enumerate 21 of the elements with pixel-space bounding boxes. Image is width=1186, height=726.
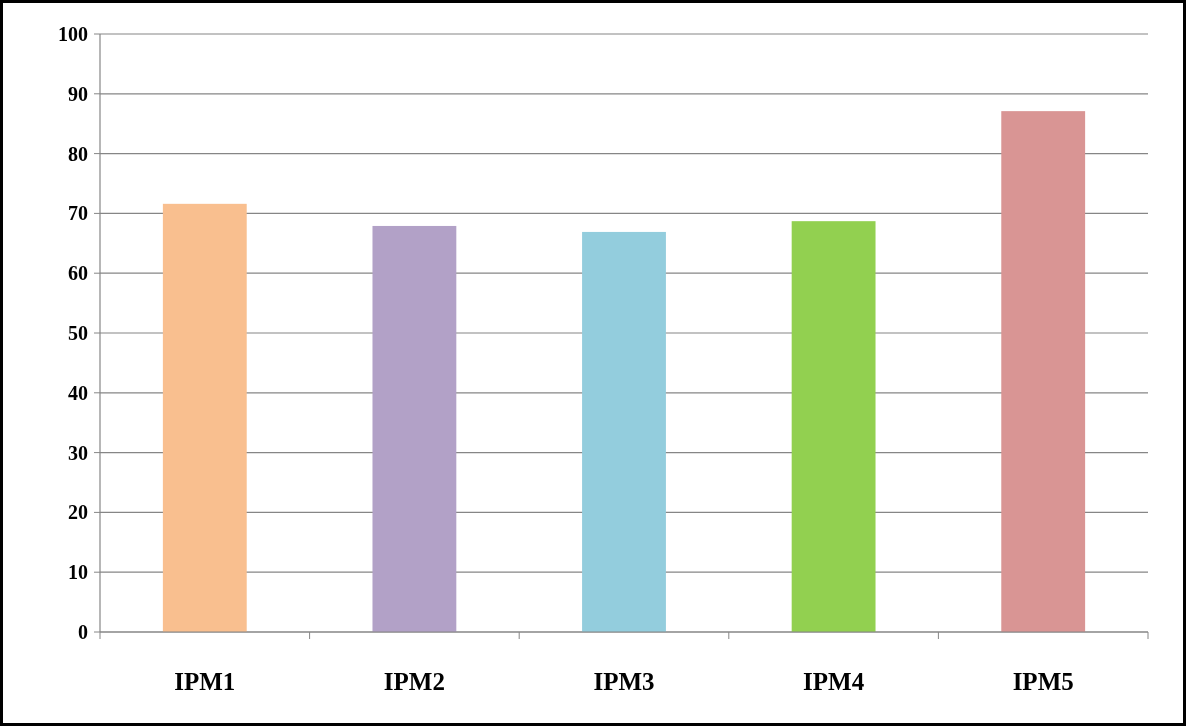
- x-tick-label: IPM1: [174, 668, 236, 695]
- bar: [162, 203, 247, 632]
- y-tick-label: 100: [58, 23, 88, 45]
- y-tick-label: 50: [68, 322, 88, 344]
- y-tick-label: 10: [68, 561, 88, 584]
- x-tick-label: IPM2: [383, 668, 445, 695]
- bar: [791, 221, 876, 632]
- y-tick-label: 60: [68, 262, 88, 285]
- bar: [372, 225, 457, 632]
- x-tick-label: IPM3: [593, 668, 655, 695]
- y-tick-label: 40: [68, 381, 88, 404]
- y-tick-label: 0: [78, 621, 88, 643]
- y-tick-label: 20: [68, 501, 88, 524]
- x-tick-label: IPM5: [1012, 668, 1074, 695]
- bar: [1001, 111, 1086, 632]
- y-tick-label: 90: [68, 82, 88, 105]
- y-tick-label: 80: [68, 142, 88, 165]
- bar: [582, 231, 666, 632]
- x-tick-label: IPM4: [803, 668, 865, 695]
- y-tick-label: 70: [68, 202, 88, 225]
- y-tick-label: 30: [68, 441, 88, 464]
